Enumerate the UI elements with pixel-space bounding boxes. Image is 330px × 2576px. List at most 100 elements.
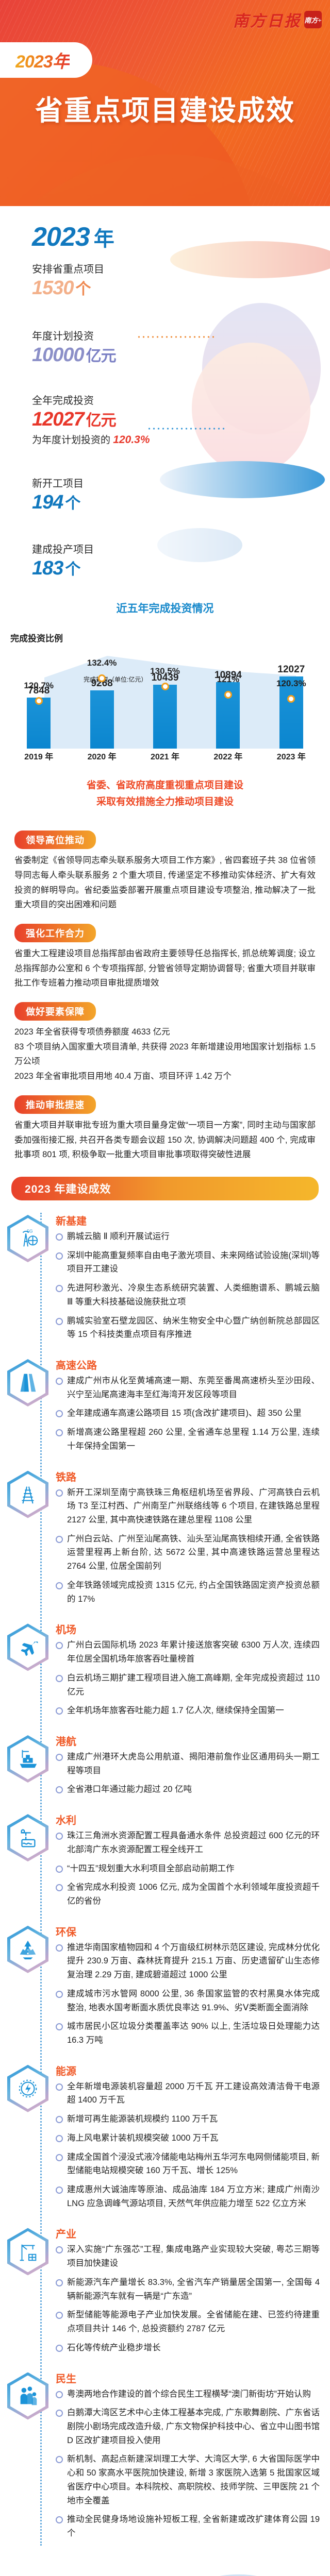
hexagon-shape	[7, 1925, 48, 1973]
chart-x-tick: 2022 年	[213, 753, 243, 762]
stat-number: 1530	[32, 277, 74, 299]
chart-value-label: 10894	[214, 670, 242, 681]
category-bullet-item: 新机制、高起点新建深圳理工大学、大湾区大学, 6 大省国际医学中心和 50 家高…	[56, 2452, 320, 2507]
category-bullet-item: 城市居民小区垃圾分类覆盖率达 90% 以上, 生活垃圾日处理能力达 16.3 万…	[56, 2020, 320, 2047]
category-bullet-item: 深圳中能高重复频率自由电子激光项目、未来网络试验设施(深圳)等项目开工建设	[56, 1249, 320, 1276]
water-tap-icon	[16, 1826, 40, 1850]
category-bullet-item: 建成全国首个浸没式液冷储能电站梅州五华河东电网侧储能项目, 新型储能电站规模突破…	[56, 2150, 320, 2178]
chart-ratio-marker	[98, 674, 106, 683]
achievement-timeline: 5G 新基建 鹏城云脑 Ⅱ 顺利开展试运行 深圳中能高重复频率自由电子激光项目、未来网…	[0, 1208, 330, 2551]
stat-number: 194	[32, 492, 63, 514]
chart-x-tick: 2021 年	[150, 753, 180, 762]
chart-ratio-marker	[35, 697, 43, 705]
investment-chart: 近五年完成投资情况 完成投资比例 完成投资（单位:亿元） 120.7% 7848 1…	[0, 600, 330, 765]
stat-unit: 个	[65, 561, 80, 578]
category-bullet-item: 推进华南国家植物园和 4 个万亩级红树林示范区建设, 完成林分优化提升 230.…	[56, 1941, 320, 1982]
stat-completed-investment: 全年完成投资 12027 亿元 为年度计划投资的 120.3%	[0, 393, 330, 446]
achievement-category: 能源 全年新增电源装机容量超 2000 万千瓦 开工建设高效清洁骨干电源超 140…	[0, 2058, 330, 2221]
achievement-category: 水利 珠江三角洲水资源配置工程具备通水条件 总投资超过 600 亿元的环北部湾广东…	[0, 1807, 330, 1919]
timeline-spine	[40, 1212, 42, 2546]
hero-banner: 南方日报 南方+ 2023年 省重点项目建设成效	[0, 0, 330, 206]
measures-list: 领导高位推动 省委制定《省领导同志牵头联系服务大项目工作方案》, 省四套班子共 3…	[0, 819, 330, 1162]
category-icon-badge	[0, 1356, 56, 1459]
stat-unit: 亿元	[86, 412, 117, 430]
stat-value: 10000 亿元	[32, 344, 330, 367]
measure-paragraph: 省重大工程建设项目总指挥部由省政府主要领导任总指挥长, 抓总统筹调度; 设立总指…	[14, 948, 316, 988]
chart-column: 130.5% 10439	[134, 648, 196, 749]
category-bullet-item: “十四五”规划重大水利项目全部启动前期工作	[56, 1862, 320, 1876]
decor-blob-pink	[192, 343, 310, 474]
category-body: 民生粤澳两地合作建设的首个综合民生工程横琴“澳门新街坊”开始认购白鹅潭大湾区艺术…	[56, 2369, 322, 2546]
chart-bar	[90, 690, 114, 749]
measure-tag: 强化工作合力	[14, 923, 96, 942]
stat-subtext-value: 120.3%	[113, 434, 150, 446]
category-bullet-item: 白云机场三期扩建工程项目进入施工高峰期, 全年完成投资超过 110 亿元	[56, 1671, 320, 1699]
newspaper-logo: 南方日报	[233, 13, 301, 30]
category-icon-badge	[0, 2062, 56, 2216]
chart-ratio-label: 120.3%	[276, 679, 306, 689]
stat-value: 12027 亿元	[32, 409, 330, 431]
hexagon-shape	[7, 2228, 48, 2276]
category-bullet-item: 全年铁路领域完成投资 1315 亿元, 约占全国铁路固定资产投资总额的 17%	[56, 1579, 320, 1606]
hexagon-shape	[7, 1359, 48, 1406]
chart-bar	[153, 685, 177, 749]
stat-value: 194 个	[32, 492, 330, 514]
category-bullet-list: 广州白云国际机场 2023 年累计接送旅客突破 6300 万人次, 连续四年位居…	[56, 1638, 320, 1718]
hero-year-label: 2023年	[15, 52, 70, 72]
category-bullet-item: 全省港口年通过能力超过 20 亿吨	[56, 1783, 320, 1797]
category-bullet-item: 白鹅潭大湾区艺术中心主体工程基本完成, 广东歌舞剧院、广东省话剧院小剧场完成改造…	[56, 2406, 320, 2447]
overview-year: 2023 年	[0, 222, 330, 252]
achievement-category: 铁路 新开工深圳至南宁高铁珠三角枢纽机场至省界段、广河高铁白云机场 T3 至江村西…	[0, 1464, 330, 1617]
category-bullet-item: 海上风电累计装机规模突破 1000 万千瓦	[56, 2131, 320, 2145]
chart-value-label: 9268	[91, 678, 113, 689]
stat-value: 183 个	[32, 557, 330, 580]
svg-text:5G: 5G	[27, 1228, 33, 1233]
category-bullet-list: 推进华南国家植物园和 4 个万亩级红树林示范区建设, 完成林分优化提升 230.…	[56, 1941, 320, 2047]
family-people-icon	[16, 2384, 40, 2408]
hexagon-shape	[7, 2372, 48, 2420]
hexagon-shape	[7, 1735, 48, 1783]
chart-bar	[279, 676, 303, 749]
stat-completed-projects: 建成投产项目 183 个	[0, 542, 330, 580]
chart-value-label: 12027	[277, 664, 305, 675]
port-ship-icon	[16, 1747, 40, 1771]
chart-x-tick: 2023 年	[276, 753, 306, 762]
energy-bolt-icon	[16, 2077, 40, 2100]
wave-shapes	[219, 2574, 258, 2576]
category-bullet-item: 深入实施“广东强芯”工程, 集成电路产业实现较大突破, 粤芯三期等项目加快建设	[56, 2243, 320, 2270]
hexagon-shape	[7, 2064, 48, 2112]
category-bullet-list: 鹏城云脑 Ⅱ 顺利开展试运行 深圳中能高重复频率自由电子激光项目、未来网络试验设施…	[56, 1230, 320, 1342]
category-icon-badge	[0, 1732, 56, 1802]
hexagon-shape	[7, 1470, 48, 1518]
measure-paragraph: 省重大项目并联审批专班为重大项目量身定做“一项目一方案”, 同时主动与国家部委加…	[14, 1120, 316, 1160]
category-title: 机场	[56, 1624, 76, 1636]
stat-label: 新开工项目	[32, 478, 84, 490]
decor-blob-lightblue	[157, 528, 242, 562]
nanfang-plus-icon: 南方+	[304, 11, 322, 28]
masthead: 南方日报 南方+	[233, 8, 322, 31]
stat-label: 年度计划投资	[32, 330, 94, 342]
chart-plot-area: 完成投资比例 完成投资（单位:亿元） 120.7% 7848 132.4% 9268 1…	[7, 624, 323, 762]
decor-blob-peach	[170, 241, 330, 278]
category-bullet-item: 全省完成水利投资 1006 亿元, 成为全国首个水利领域年度投资超千亿的省份	[56, 1880, 320, 1908]
5g-tower-icon: 5G	[16, 1227, 40, 1250]
category-title: 民生	[56, 2373, 76, 2385]
measure-paragraph: 省委制定《省领导同志牵头联系服务大项目工作方案》, 省四套班子共 38 位省领导…	[14, 856, 316, 910]
category-bullet-item: 新型储能等能源电子产业加快发展。全省储能在建、已签约待建重点项目共计 146 个…	[56, 2308, 320, 2335]
category-bullet-item: 建成广州市从化至黄埔高速一期、东莞至番禺高速桥头至沙田段、兴宁至汕尾高速海丰至红…	[56, 1374, 320, 1401]
measure-paragraph: 83 个项目纳入国家重大项目清单, 共获得 2023 年新增建设用地国家计划指标…	[14, 1042, 316, 1066]
category-bullet-item: 石化等传统产业稳步增长	[56, 2341, 320, 2355]
recycle-icon	[16, 1938, 40, 1961]
achievement-category: 高速公路 建成广州市从化至黄埔高速一期、东莞至番禺高速桥头至沙田段、兴宁至汕尾高速…	[0, 1352, 330, 1464]
stat-label: 安排省重点项目	[32, 264, 104, 275]
category-title: 能源	[56, 2065, 76, 2077]
category-icon-badge	[0, 1620, 56, 1723]
chart-title: 近五年完成投资情况	[116, 603, 214, 615]
category-bullet-item: 粤澳两地合作建设的首个综合民生工程横琴“澳门新街坊”开始认购	[56, 2387, 320, 2401]
chart-ratio-marker	[161, 683, 169, 691]
airplane-icon	[16, 1635, 40, 1659]
category-bullet-item: 先进阿秒激光、冷泉生态系统研究装置、人类细胞谱系、鹏城云脑 Ⅲ 等重大科技基础设…	[56, 1281, 320, 1309]
section-banner-2023: 2023 年建设成效	[11, 1176, 319, 1200]
category-bullet-list: 建成广州港环大虎岛公用航道、揭阳港前詹作业区通用码头一期工程等项目 全省港口年通过…	[56, 1750, 320, 1797]
category-bullet-item: 全年机场年旅客吞吐能力超 1.7 亿人次, 继续保持全国第一	[56, 1704, 320, 1718]
